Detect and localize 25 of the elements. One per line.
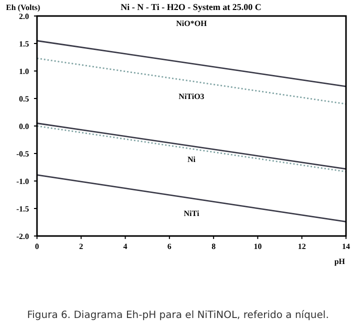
annotation: NiO*OH xyxy=(176,19,208,28)
y-axis-title: Eh (Volts) xyxy=(6,3,40,12)
y-tick-label: -2.0 xyxy=(16,232,29,241)
x-tick-label: 0 xyxy=(35,242,39,251)
x-tick-label: 14 xyxy=(342,242,350,251)
y-tick-label: 1.0 xyxy=(19,67,29,76)
y-tick-label: 0.0 xyxy=(19,122,29,131)
x-axis-title: pH xyxy=(334,257,346,266)
x-tick-label: 6 xyxy=(167,242,172,251)
chart-title: Ni - N - Ti - H2O - System at 25.00 C xyxy=(120,2,262,12)
y-tick-label: -1.5 xyxy=(16,204,29,214)
y-tick-label: 0.5 xyxy=(19,94,29,104)
x-tick-label: 2 xyxy=(79,242,84,251)
y-tick-label: -1.0 xyxy=(16,177,29,186)
x-tick-label: 8 xyxy=(212,242,216,251)
annotation: NiTiO3 xyxy=(178,92,204,101)
text: Figura 6. Diagrama Eh-pH para el NiTiNOL, referido a níquel. xyxy=(27,310,329,321)
x-tick-label: 10 xyxy=(254,242,262,251)
annotation: NiTi xyxy=(184,209,200,218)
x-tick-label: 4 xyxy=(123,242,128,251)
y-tick-label: 2.0 xyxy=(19,12,29,21)
y-tick-label: -0.5 xyxy=(16,150,29,158)
x-tick-label: 12 xyxy=(298,242,306,251)
y-tick-label: 1.5 xyxy=(19,40,29,48)
annotation: Ni xyxy=(188,155,196,164)
